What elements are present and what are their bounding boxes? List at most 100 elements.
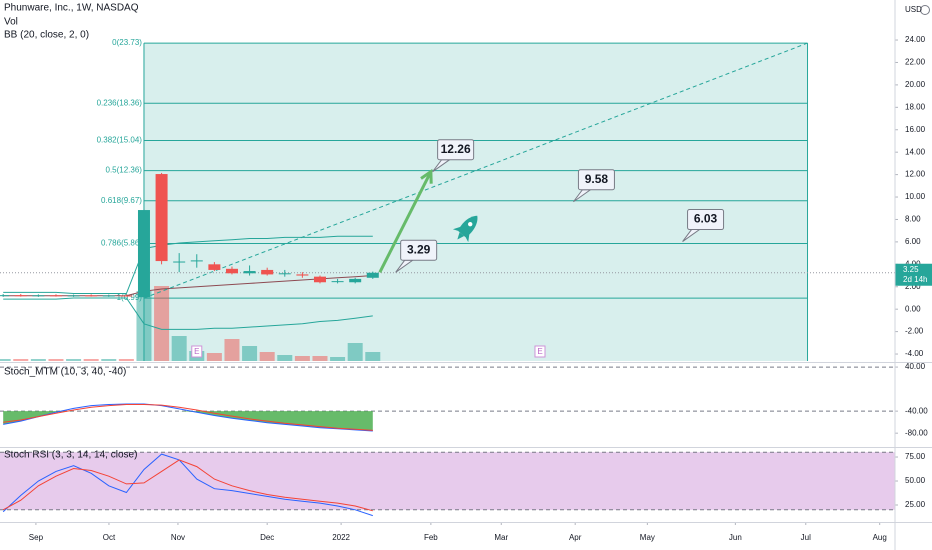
candle-body bbox=[243, 271, 256, 274]
x-tick-label: Jul bbox=[801, 533, 811, 542]
candle-body bbox=[173, 261, 186, 263]
candle-body bbox=[296, 274, 309, 276]
fib-level-label: 0.382(15.04) bbox=[97, 136, 143, 145]
candle-body bbox=[32, 295, 45, 297]
fib-level-label: 0.236(18.36) bbox=[97, 98, 143, 107]
indicator-label: BB (20, close, 2, 0) bbox=[4, 30, 89, 41]
fib-level-label: 0.618(9.67) bbox=[101, 196, 142, 205]
rocket-icon bbox=[452, 215, 478, 243]
event-marker bbox=[191, 345, 203, 358]
y-tick-label: 25.00 bbox=[905, 500, 926, 509]
candle-body bbox=[0, 295, 10, 297]
x-tick-label: Sep bbox=[29, 533, 44, 542]
volume-bar bbox=[206, 353, 222, 361]
volume-bar bbox=[48, 359, 64, 361]
volume-bar bbox=[101, 359, 117, 361]
fib-level-label: 0(23.73) bbox=[112, 38, 142, 47]
y-tick-label: 18.00 bbox=[905, 102, 926, 111]
bollinger-line bbox=[3, 275, 373, 297]
volume-bar bbox=[83, 359, 99, 361]
volume-bar bbox=[312, 356, 328, 361]
candle-body bbox=[85, 295, 98, 297]
mtm-fill bbox=[3, 411, 373, 431]
event-marker bbox=[534, 345, 546, 358]
callout-label: 12.26 bbox=[441, 142, 471, 156]
rsi-d-line bbox=[2, 459, 373, 512]
currency-label: USD bbox=[905, 5, 922, 14]
callout-box bbox=[400, 239, 438, 261]
candle-body bbox=[14, 295, 27, 297]
x-tick-label: Dec bbox=[260, 533, 274, 542]
candle-body bbox=[49, 295, 62, 297]
y-tick-label: -2.00 bbox=[905, 327, 924, 336]
volume-bar bbox=[330, 357, 346, 361]
candle-body bbox=[137, 210, 150, 298]
candle-body bbox=[225, 268, 238, 274]
callout-label: 6.03 bbox=[694, 212, 718, 226]
volume-bar bbox=[13, 359, 29, 361]
volume-bar bbox=[136, 291, 152, 361]
y-tick-label: -80.00 bbox=[905, 428, 928, 437]
event-label: E bbox=[537, 347, 542, 356]
fib-level-label: 1(0.99) bbox=[117, 293, 143, 302]
settings-icon[interactable] bbox=[920, 5, 930, 15]
x-tick-label: Oct bbox=[103, 533, 116, 542]
fib-level-label: 0.786(5.86) bbox=[101, 239, 142, 248]
volume-bar bbox=[347, 343, 363, 361]
fib-fill bbox=[143, 43, 808, 361]
x-tick-label: Aug bbox=[873, 533, 887, 542]
y-tick-label: 14.00 bbox=[905, 147, 926, 156]
x-tick-label: 2022 bbox=[332, 533, 350, 542]
pane-title: Stoch_MTM (10, 3, 40, -40) bbox=[4, 367, 126, 378]
candle-body bbox=[190, 260, 203, 262]
x-tick-label: Jun bbox=[729, 533, 742, 542]
candle-body bbox=[120, 295, 133, 297]
volume-bar bbox=[294, 356, 310, 361]
bollinger-line bbox=[3, 297, 373, 330]
rsi-band bbox=[0, 452, 895, 510]
volume-bar bbox=[242, 346, 258, 361]
y-tick-label: 8.00 bbox=[905, 215, 921, 224]
candle-body bbox=[366, 272, 379, 278]
volume-bar bbox=[171, 336, 187, 361]
y-tick-label: 16.00 bbox=[905, 125, 926, 134]
chart-title: Phunware, Inc., 1W, NASDAQ bbox=[4, 3, 139, 14]
y-tick-label: 2.00 bbox=[905, 282, 921, 291]
event-label: E bbox=[194, 347, 199, 356]
y-tick-label: -40.00 bbox=[905, 406, 928, 415]
y-tick-label: 22.00 bbox=[905, 58, 926, 67]
y-tick-label: 12.00 bbox=[905, 170, 926, 179]
y-tick-label: 75.00 bbox=[905, 452, 926, 461]
rsi-k-line bbox=[2, 453, 373, 517]
candle-body bbox=[278, 273, 291, 275]
candle-body bbox=[261, 269, 274, 275]
candle-body bbox=[67, 295, 80, 297]
callout-box bbox=[437, 139, 475, 161]
volume-bar bbox=[30, 359, 46, 361]
y-tick-label: 6.00 bbox=[905, 237, 921, 246]
y-tick-label: 50.00 bbox=[905, 476, 926, 485]
candle-body bbox=[208, 264, 221, 270]
callout-box bbox=[577, 169, 615, 191]
x-tick-label: Mar bbox=[494, 533, 508, 542]
plot-layer: 0(23.73) 0.236(18.36) 0.382(15.04) 0.5(12.3… bbox=[0, 35, 932, 542]
fib-level-label: 0.5(12.36) bbox=[106, 166, 143, 175]
projection-arrow bbox=[378, 171, 433, 273]
y-tick-label: 20.00 bbox=[905, 80, 926, 89]
volume-bar bbox=[365, 352, 381, 361]
candle-body bbox=[155, 174, 168, 262]
volume-bar bbox=[0, 359, 11, 361]
arrow-head bbox=[420, 168, 433, 184]
last-price-label: 3.25 bbox=[903, 265, 919, 274]
volume-bar bbox=[66, 359, 82, 361]
y-tick-label: 0.00 bbox=[905, 304, 921, 313]
callout-box bbox=[687, 209, 725, 231]
pane-title: Stoch RSI (3, 3, 14, 14, close) bbox=[4, 450, 137, 461]
last-price-tag bbox=[895, 263, 932, 286]
mtm-k-line bbox=[3, 403, 373, 432]
x-tick-label: Nov bbox=[171, 533, 185, 542]
volume-bar bbox=[224, 339, 240, 361]
x-tick-label: Apr bbox=[569, 533, 582, 542]
mtm-d-line bbox=[3, 404, 373, 431]
